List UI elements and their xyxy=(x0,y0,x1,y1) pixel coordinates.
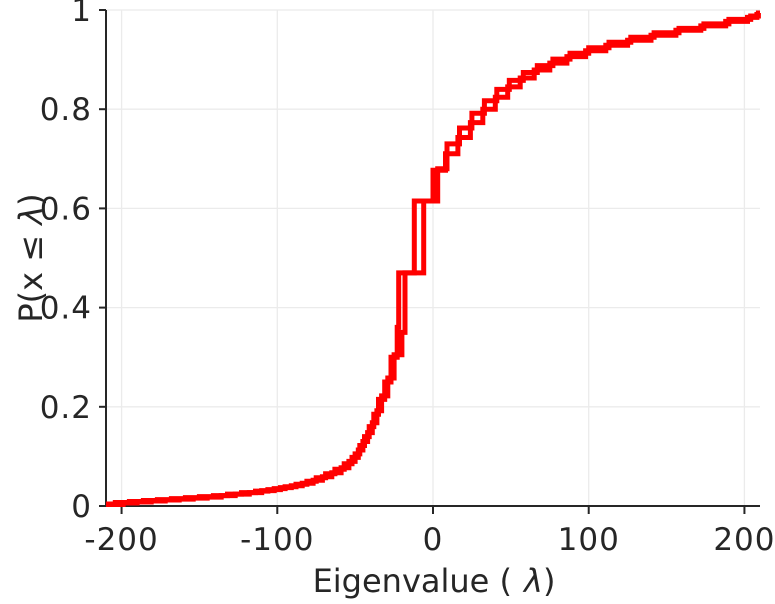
y-axis-label: P(x ≤ λ) xyxy=(12,193,50,322)
x-tick-labels: -200 -100 0 100 200 xyxy=(84,522,775,558)
y-axis-label-close-paren: ) xyxy=(12,193,50,205)
x-axis-label-close-paren: ) xyxy=(543,562,555,600)
x-tick-label: 0 xyxy=(423,522,444,558)
y-tick-label: 0 xyxy=(71,489,92,525)
y-tick-label: 0.8 xyxy=(40,92,92,128)
x-axis-label-text: Eigenvalue ( xyxy=(313,562,512,600)
x-tick-label: 100 xyxy=(558,522,620,558)
x-tick-label: -200 xyxy=(84,522,158,558)
gridlines xyxy=(106,9,760,506)
y-tick-label: 0.2 xyxy=(40,390,92,426)
x-axis-label: Eigenvalue ( λ) xyxy=(313,562,556,600)
ecdf-curve-2 xyxy=(106,10,761,507)
y-tick-labels: 0 0.2 0.4 0.6 0.8 1 xyxy=(40,0,92,525)
lambda-symbol: λ xyxy=(12,206,50,227)
x-tick-label: -100 xyxy=(240,522,314,558)
lambda-symbol: λ xyxy=(522,562,543,600)
y-tick-label: 0.4 xyxy=(40,291,92,327)
y-axis-label-text: P(x ≤ xyxy=(12,225,50,323)
y-tick-label: 1 xyxy=(71,0,92,29)
x-tick-label: 200 xyxy=(713,522,775,558)
axis-ticks xyxy=(99,9,746,514)
y-tick-label: 0.6 xyxy=(40,191,92,227)
